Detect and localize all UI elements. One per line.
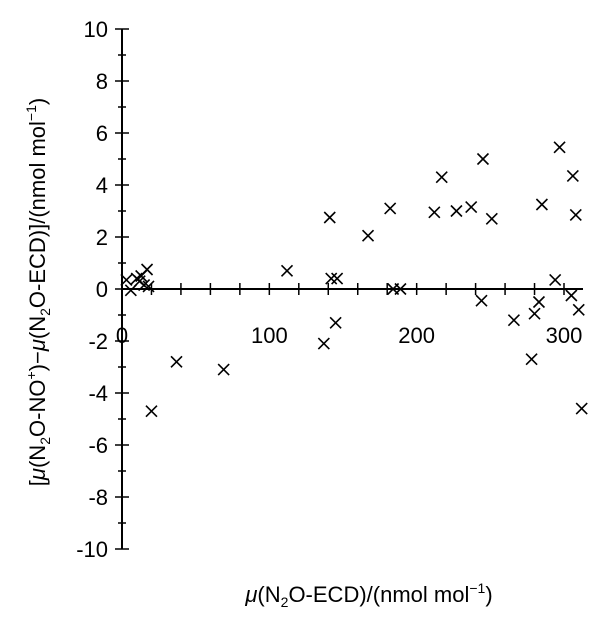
y-tick-label: 8: [96, 69, 108, 94]
data-point-marker: [142, 280, 155, 293]
data-point-marker: [532, 295, 546, 309]
data-markers: [120, 141, 588, 418]
data-point-marker: [317, 337, 330, 350]
data-point-marker: [549, 273, 562, 286]
data-point-marker: [361, 229, 375, 242]
data-point-marker: [575, 402, 588, 415]
data-point-marker: [384, 202, 397, 215]
data-point-marker: [140, 263, 154, 276]
data-point-marker: [485, 212, 498, 225]
data-point-marker: [525, 353, 538, 366]
x-axis-title: μ(N2O-ECD)/(nmol mol−1): [244, 580, 492, 610]
data-point-marker: [450, 204, 463, 218]
data-point-marker: [145, 405, 158, 418]
data-point-marker: [428, 206, 441, 219]
data-point-marker: [138, 279, 151, 292]
axes: [121, 29, 583, 549]
y-tick-label: 4: [96, 173, 108, 198]
data-point-marker: [475, 294, 488, 307]
data-point-marker: [323, 211, 336, 224]
y-tick-label: -4: [88, 381, 108, 406]
y-axis-title: [μ(N2O-NO+)−μ(N2O-ECD)]/(nmol mol−1): [23, 98, 53, 486]
data-point-marker: [565, 289, 578, 302]
tick-labels: 10 8 6 4 2 0 -2 -4 -6 -8 -10 0 100 200 300: [76, 17, 582, 562]
data-point-marker: [217, 363, 230, 376]
data-point-marker: [528, 307, 541, 320]
data-point-marker: [435, 171, 448, 184]
data-point-marker: [394, 282, 407, 296]
y-tick-label: 6: [96, 121, 108, 146]
y-tick-label: -2: [88, 329, 108, 354]
x-tick-label: 200: [398, 323, 435, 348]
y-tick-label: -10: [76, 537, 108, 562]
x-tick-label: 0: [116, 323, 128, 348]
data-point-marker: [331, 272, 344, 285]
data-point-marker: [465, 201, 478, 214]
data-point-marker: [170, 355, 183, 368]
y-tick-label: -6: [88, 433, 108, 458]
data-point-marker: [120, 273, 133, 286]
data-point-marker: [553, 141, 566, 154]
y-tick-label: 0: [96, 277, 108, 302]
y-tick-label: 2: [96, 225, 108, 250]
data-point-marker: [507, 314, 520, 327]
data-point-marker: [329, 316, 342, 329]
x-tick-label: 100: [251, 323, 288, 348]
data-point-marker: [476, 152, 490, 166]
data-point-marker: [569, 208, 582, 221]
y-tick-label: -8: [88, 485, 108, 510]
data-point-marker: [572, 303, 585, 316]
data-point-marker: [280, 264, 294, 277]
y-tick-label: 10: [84, 17, 108, 42]
data-point-marker: [566, 169, 579, 182]
x-tick-label: 300: [546, 323, 583, 348]
data-point-marker: [535, 198, 548, 211]
data-point-marker: [325, 272, 338, 285]
